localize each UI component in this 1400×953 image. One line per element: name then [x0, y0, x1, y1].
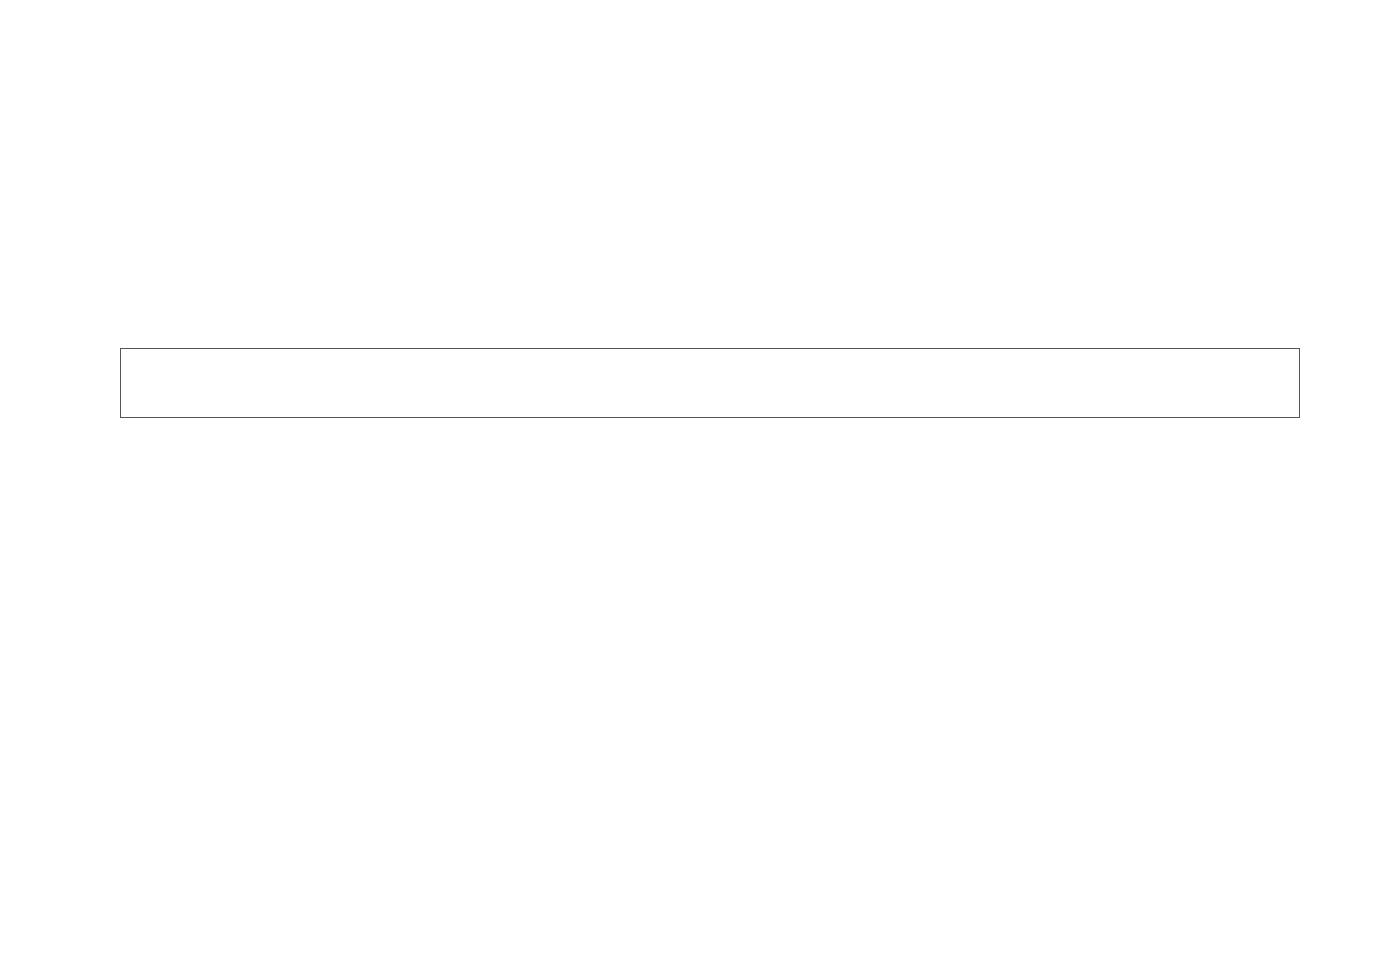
- header-summary: [70, 6, 160, 54]
- header-meta: [1057, 7, 1088, 37]
- info-seeing: [66, 84, 67, 102]
- info-redshifts: [66, 247, 67, 265]
- info-primary-spec: [66, 66, 67, 84]
- full-spectrum-plot: [120, 348, 1300, 418]
- info-lineflux: [66, 139, 67, 157]
- info-id: [66, 30, 67, 48]
- info-cont-w: [66, 175, 67, 193]
- line-profile-plot: [1037, 56, 1309, 221]
- decals-header: [66, 484, 67, 499]
- info-plae: [66, 229, 67, 247]
- spec2d-panel: [425, 34, 805, 264]
- info-radec: [66, 102, 67, 120]
- info-qciv: [66, 265, 67, 283]
- full-spectrum-canvas: [120, 348, 1300, 418]
- info-wavelength: [66, 120, 67, 138]
- info-cont-n: [66, 157, 67, 175]
- info-ewr: [66, 193, 67, 211]
- full-spectrum-xaxis: [120, 422, 1300, 440]
- detection-info-block: [66, 30, 67, 283]
- info-snr: [66, 211, 67, 229]
- info-obs: [66, 48, 67, 66]
